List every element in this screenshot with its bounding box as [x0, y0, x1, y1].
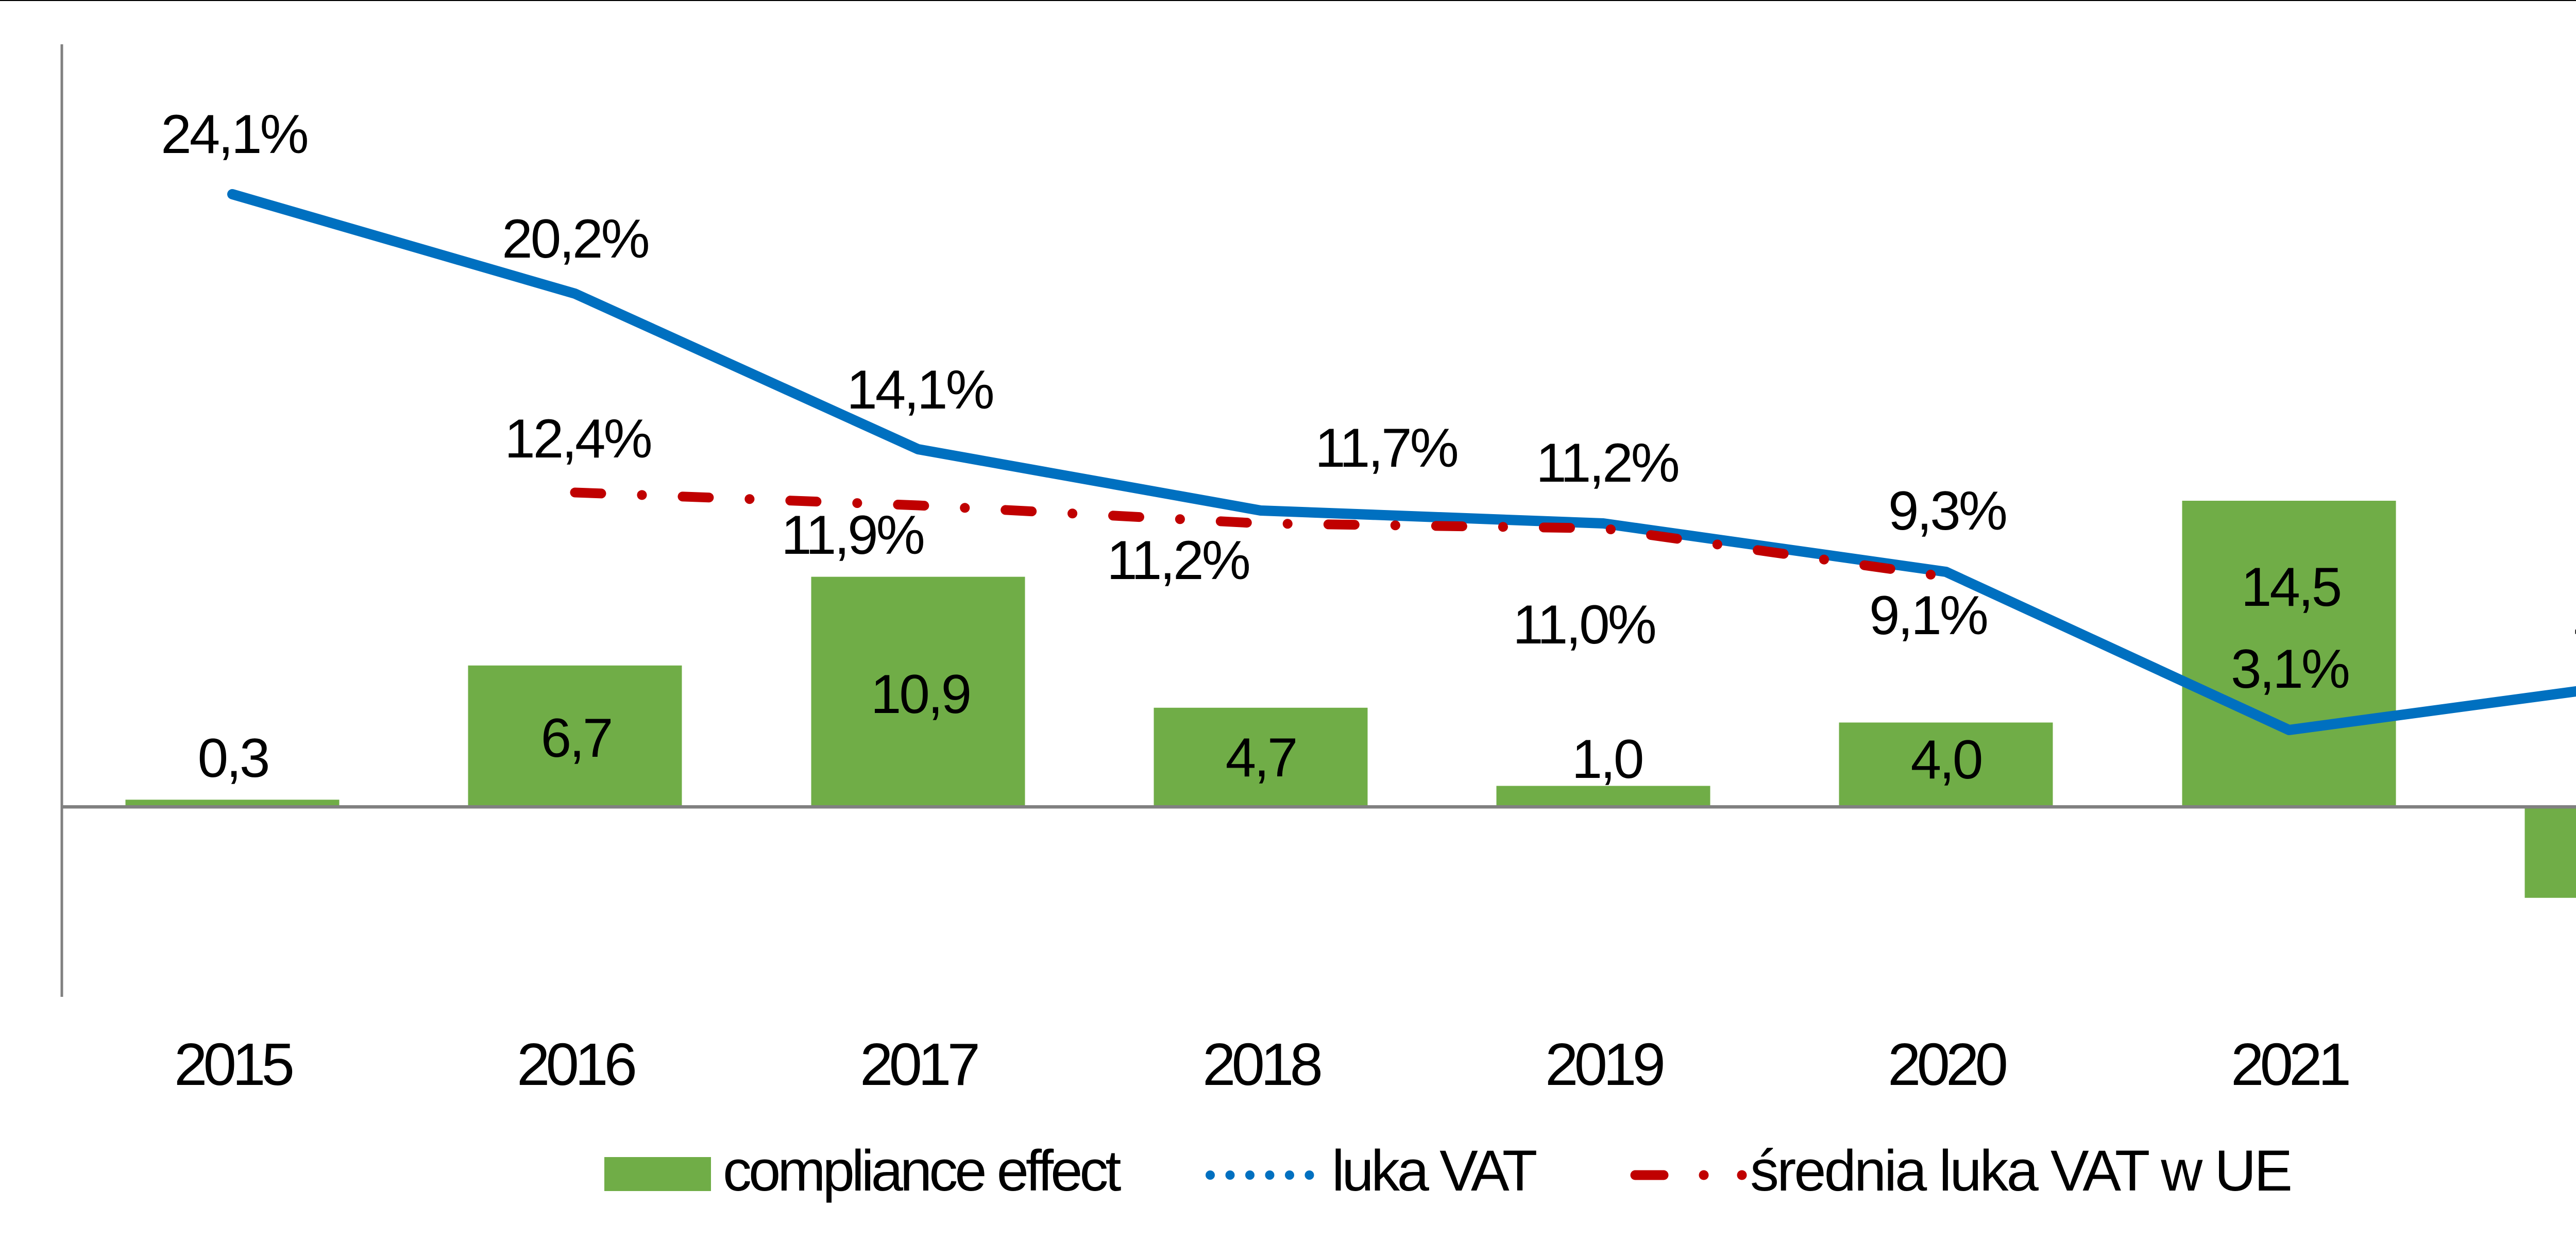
svg-text:14,5: 14,5 — [2241, 556, 2341, 618]
svg-text:12,4%: 12,4% — [504, 407, 651, 469]
svg-text:11,0%: 11,0% — [1513, 593, 1655, 655]
svg-text:20,2%: 20,2% — [502, 208, 648, 269]
svg-text:luka VAT: luka VAT — [1332, 1139, 1536, 1203]
svg-text:średnia luka VAT w UE: średnia luka VAT w UE — [1750, 1139, 2291, 1203]
svg-text:6,7: 6,7 — [541, 707, 612, 769]
svg-text:2017: 2017 — [860, 1031, 978, 1098]
svg-text:3,1%: 3,1% — [2231, 638, 2349, 700]
svg-text:9,3%: 9,3% — [1888, 480, 2006, 541]
svg-text:4,0: 4,0 — [1911, 728, 1981, 790]
svg-text:11,2%: 11,2% — [1107, 529, 1249, 591]
svg-text:11,2%: 11,2% — [1536, 432, 1678, 494]
svg-text:9,1%: 9,1% — [1869, 584, 1987, 646]
svg-text:11,7%: 11,7% — [1315, 417, 1457, 479]
svg-text:2016: 2016 — [517, 1031, 635, 1098]
svg-text:2015: 2015 — [174, 1031, 293, 1098]
svg-text:24,1%: 24,1% — [161, 103, 307, 165]
svg-text:1,0: 1,0 — [1572, 728, 1642, 790]
svg-text:14,1%: 14,1% — [846, 359, 993, 420]
svg-text:compliance effect: compliance effect — [723, 1139, 1121, 1203]
svg-text:4,7: 4,7 — [1226, 726, 1296, 788]
svg-text:2019: 2019 — [1545, 1031, 1664, 1098]
svg-text:2021: 2021 — [2231, 1031, 2349, 1098]
svg-text:11,9%: 11,9% — [781, 504, 923, 566]
svg-text:2020: 2020 — [1888, 1031, 2006, 1098]
svg-text:0,3: 0,3 — [198, 727, 268, 789]
svg-text:4,9%: 4,9% — [2574, 592, 2576, 654]
svg-text:2022: 2022 — [2573, 1031, 2576, 1098]
svg-text:2018: 2018 — [1202, 1031, 1321, 1098]
svg-text:10,9: 10,9 — [871, 663, 970, 725]
